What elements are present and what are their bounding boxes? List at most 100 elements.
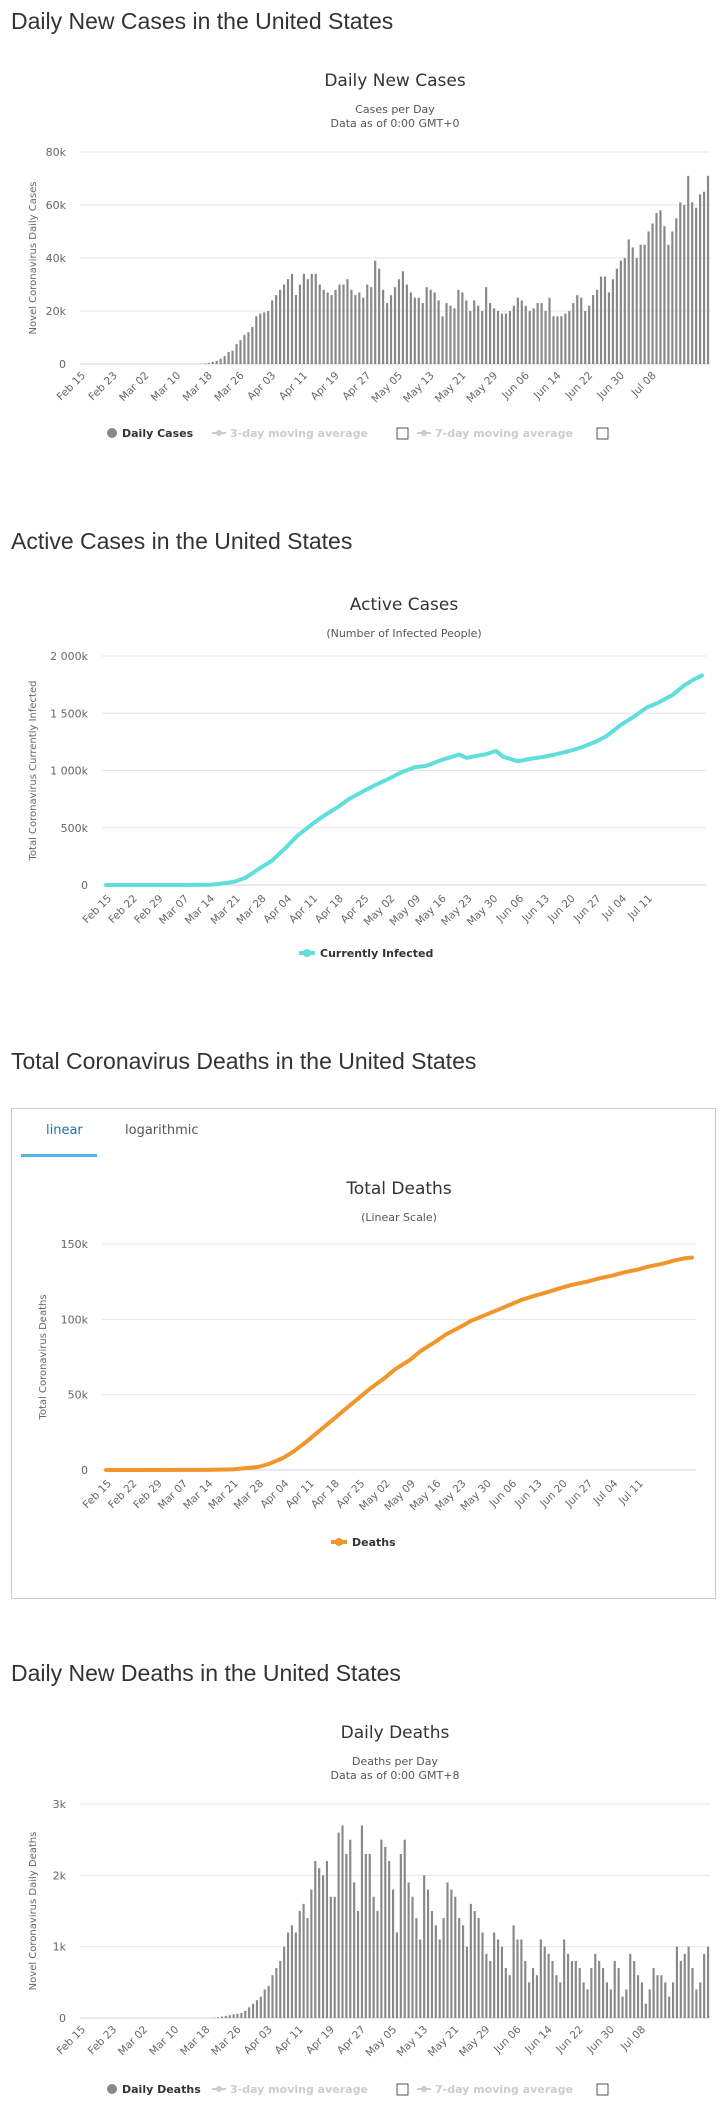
bar [225, 2016, 227, 2018]
x-tick-label: Jun 30 [584, 2024, 617, 2057]
bar [342, 285, 344, 365]
data-point [691, 1256, 694, 1259]
bar [303, 274, 305, 364]
bar [295, 1932, 297, 2018]
bar [299, 1911, 301, 2018]
bar [560, 316, 562, 364]
bar [434, 292, 436, 364]
x-tick-label: Jun 06 [499, 369, 532, 402]
data-point [425, 765, 428, 768]
x-tick-label: Jun 06 [487, 1477, 520, 1510]
bar [548, 298, 550, 364]
data-point [470, 1319, 473, 1322]
bar [303, 1904, 305, 2018]
bar [568, 311, 570, 364]
bar [386, 303, 388, 364]
data-point [560, 1286, 563, 1289]
x-tick-label: Apr 11 [277, 370, 310, 403]
data-point [311, 823, 314, 826]
bar [653, 1968, 655, 2018]
bar [271, 300, 273, 364]
tab-linear[interactable]: linear [46, 1123, 83, 1138]
bar [521, 300, 523, 364]
data-point [594, 740, 597, 743]
bar [260, 1997, 262, 2018]
bar [306, 1918, 308, 2018]
bar [571, 1961, 573, 2018]
bar [575, 1961, 577, 2018]
x-tick-label: Jun 13 [512, 1478, 545, 1511]
section-title-daily-deaths: Daily New Deaths in the United States [11, 1660, 401, 1687]
series-line [106, 676, 702, 886]
bar [604, 277, 606, 364]
bar [322, 1875, 324, 2018]
section-title-total-deaths: Total Coronavirus Deaths in the United S… [11, 1048, 476, 1075]
bar [361, 1825, 363, 2018]
x-tick-label: Jul 04 [591, 1477, 621, 1507]
bar [404, 1840, 406, 2018]
chart-subtitle-2: Data as of 0:00 GMT+0 [331, 117, 460, 130]
bar [485, 1954, 487, 2018]
bar [540, 1940, 542, 2018]
bar [640, 245, 642, 364]
total-deaths-chart: Total Deaths(Linear Scale)Total Coronavi… [0, 1160, 726, 1560]
bar [247, 332, 249, 364]
data-point [465, 757, 468, 760]
bar [497, 1940, 499, 2018]
bar [410, 292, 412, 364]
bar [529, 311, 531, 364]
bar [590, 1968, 592, 2018]
bar [616, 269, 618, 364]
data-point [517, 760, 520, 763]
legend-dot-daily [107, 428, 117, 438]
bar [307, 279, 309, 364]
data-point [510, 1303, 513, 1306]
data-point [414, 766, 417, 769]
data-point [215, 883, 218, 886]
bar [431, 1911, 433, 2018]
bar [263, 312, 265, 364]
bar [443, 1918, 445, 2018]
tab-logarithmic[interactable]: logarithmic [125, 1123, 199, 1138]
bar [406, 285, 408, 365]
x-tick-label: May 29 [457, 2024, 493, 2060]
data-point [332, 1417, 335, 1420]
bar [555, 1975, 557, 2018]
bar [664, 1982, 666, 2018]
bar [551, 1961, 553, 2018]
bar [390, 295, 392, 364]
bar [481, 311, 483, 364]
bar [349, 1840, 351, 2018]
data-point [693, 678, 696, 681]
bar [267, 311, 269, 364]
chart-title: Total Deaths [345, 1179, 452, 1199]
data-point [605, 735, 608, 738]
chart-title: Daily New Cases [324, 71, 466, 91]
bar [667, 245, 669, 364]
bar [287, 279, 289, 364]
bar [559, 1982, 561, 2018]
bar [378, 269, 380, 364]
bar [415, 1918, 417, 2018]
bar [489, 303, 491, 364]
legend-item-3day: 3-day moving average [230, 427, 368, 440]
data-point [296, 834, 299, 837]
bar [441, 316, 443, 364]
bar [229, 2015, 231, 2018]
bar [430, 290, 432, 364]
bar [233, 2014, 235, 2018]
bar [513, 306, 515, 364]
bar [649, 1989, 651, 2018]
data-point [270, 860, 273, 863]
x-tick-label: Jun 20 [537, 1478, 570, 1511]
bar [279, 290, 281, 364]
bar [478, 1918, 480, 2018]
bar [675, 218, 677, 364]
bar [691, 1968, 693, 2018]
legend-marker-3day [216, 430, 222, 436]
x-tick-label: May 05 [369, 370, 405, 406]
tab-linear-indicator [21, 1154, 97, 1157]
y-tick-label: 1k [53, 1941, 67, 1954]
y-axis-title: Total Coronavirus Currently Infected [28, 681, 39, 862]
x-tick-label: Apr 11 [273, 2024, 306, 2057]
